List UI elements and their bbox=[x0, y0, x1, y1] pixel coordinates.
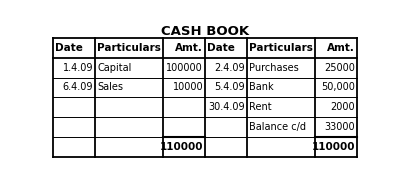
Text: Bank: Bank bbox=[249, 82, 274, 93]
Text: 5.4.09: 5.4.09 bbox=[215, 82, 245, 93]
Text: Balance c/d: Balance c/d bbox=[249, 122, 306, 132]
Text: Sales: Sales bbox=[97, 82, 123, 93]
Text: Particulars: Particulars bbox=[97, 43, 161, 53]
Text: 33000: 33000 bbox=[324, 122, 355, 132]
Text: Amt.: Amt. bbox=[175, 43, 203, 53]
Text: CASH BOOK: CASH BOOK bbox=[161, 25, 249, 38]
Text: Purchases: Purchases bbox=[249, 63, 299, 73]
Text: 100000: 100000 bbox=[166, 63, 203, 73]
Text: Capital: Capital bbox=[97, 63, 132, 73]
Text: Particulars: Particulars bbox=[249, 43, 313, 53]
Text: 50,000: 50,000 bbox=[321, 82, 355, 93]
Text: 110000: 110000 bbox=[160, 142, 203, 152]
Text: Date: Date bbox=[207, 43, 235, 53]
Text: 10000: 10000 bbox=[172, 82, 203, 93]
Text: Rent: Rent bbox=[249, 102, 272, 112]
Text: 6.4.09: 6.4.09 bbox=[63, 82, 93, 93]
Text: Date: Date bbox=[55, 43, 83, 53]
Text: 2.4.09: 2.4.09 bbox=[215, 63, 245, 73]
Text: Amt.: Amt. bbox=[327, 43, 355, 53]
Text: 2000: 2000 bbox=[330, 102, 355, 112]
Text: 110000: 110000 bbox=[312, 142, 355, 152]
Text: 25000: 25000 bbox=[324, 63, 355, 73]
Text: 1.4.09: 1.4.09 bbox=[63, 63, 93, 73]
Text: 30.4.09: 30.4.09 bbox=[209, 102, 245, 112]
